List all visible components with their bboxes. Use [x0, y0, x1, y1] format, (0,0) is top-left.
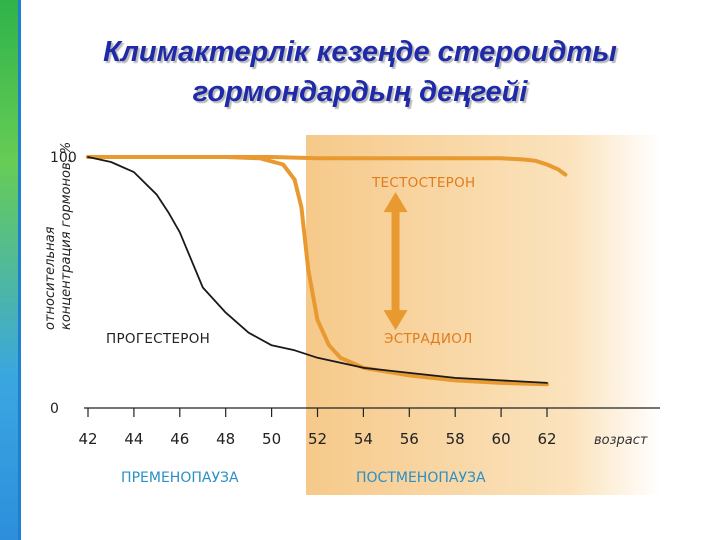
side-accent-bar: [0, 0, 18, 540]
x-tick-label-52: 52: [308, 430, 327, 448]
y-axis-label: относительнаяконцентрация гормонов, %: [43, 142, 74, 330]
series-line-estradiol: [86, 155, 549, 387]
title-line-1: Климактерлік кезеңде стероидты: [103, 36, 617, 68]
x-tick-label-50: 50: [262, 430, 281, 448]
series-label-progesterone: ПРОГЕСТЕРОН: [106, 331, 210, 347]
postmenopause-shaded-region: [306, 135, 660, 495]
double-arrow-icon: [383, 192, 408, 331]
y-tick-label-100: 100: [50, 150, 77, 166]
x-tick-label-58: 58: [446, 430, 465, 448]
y-tick-label-0: 0: [50, 401, 59, 417]
x-tick-label-48: 48: [216, 430, 235, 448]
series-line-progesterone: [87, 156, 548, 384]
x-tick-label-54: 54: [354, 430, 373, 448]
x-tick-label-62: 62: [537, 430, 556, 448]
x-axis-label: возраст: [594, 433, 648, 448]
series-label-estradiol: ЭСТРАДИОЛ: [384, 331, 473, 347]
x-tick-label-60: 60: [492, 430, 511, 448]
x-tick-label-46: 46: [170, 430, 189, 448]
title-line-2: гормондардың деңгейі: [192, 76, 528, 108]
x-tick-label-44: 44: [124, 430, 143, 448]
x-tick-label-56: 56: [400, 430, 419, 448]
slide-title: Климактерлік кезеңде стероидты гормондар…: [40, 32, 680, 112]
side-accent-line: [18, 0, 21, 540]
phase-label-premenopause: ПРЕМЕНОПАУЗА: [121, 470, 239, 486]
phase-label-postmenopause: ПОСТМЕНОПАУЗА: [356, 470, 486, 486]
x-tick-label-42: 42: [78, 430, 97, 448]
series-label-testosterone: ТЕСТОСТЕРОН: [371, 175, 476, 191]
